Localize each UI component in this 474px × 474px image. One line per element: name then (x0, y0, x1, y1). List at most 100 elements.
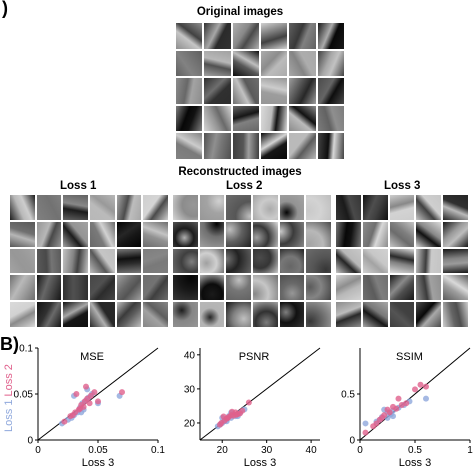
image-tile (36, 221, 62, 247)
image-tile (10, 195, 35, 220)
image-tile (289, 50, 316, 77)
chart-title: SSIM (396, 351, 423, 363)
image-tile (317, 105, 344, 132)
point-loss-2 (220, 413, 227, 420)
image-tile (317, 50, 344, 77)
point-loss-2 (218, 419, 225, 426)
image-tile (416, 195, 442, 220)
image-tile (226, 221, 251, 247)
image-tile (199, 302, 225, 327)
point-loss-1 (362, 420, 369, 427)
point-loss-2 (61, 418, 68, 425)
image-tile (336, 195, 361, 220)
image-tile (226, 195, 251, 220)
image-tile (36, 248, 62, 274)
x-tick-label: 1 (467, 445, 473, 456)
reconstructed-grid-loss-2 (173, 195, 331, 327)
image-tile (10, 221, 35, 247)
image-tile (443, 248, 468, 274)
reconstructed-grid-loss-1 (10, 195, 168, 327)
image-tile (389, 248, 415, 274)
point-loss-2 (362, 429, 369, 436)
image-tile (443, 221, 468, 247)
image-tile (252, 221, 278, 247)
loss-1-title: Loss 1 (60, 180, 97, 192)
image-tile (173, 221, 198, 247)
image-tile (261, 133, 288, 159)
image-tile (289, 23, 316, 49)
image-tile (204, 78, 231, 104)
y-tick-label: 0.1 (19, 344, 33, 355)
image-tile (143, 195, 168, 220)
y-tick-label: 0.05 (14, 390, 34, 401)
image-tile (173, 195, 198, 220)
image-tile (63, 221, 88, 247)
image-tile (199, 275, 225, 301)
image-tile (173, 275, 198, 301)
image-tile (89, 195, 115, 220)
image-tile (176, 133, 203, 159)
x-tick-label: 0.1 (151, 445, 165, 456)
point-loss-2 (95, 398, 101, 405)
image-tile (416, 302, 442, 327)
image-tile (389, 275, 415, 301)
image-tile (306, 275, 331, 301)
original-images-grid (176, 23, 344, 159)
y-tick-label: 20 (184, 418, 196, 429)
reconstructed-images-title: Reconstructed images (178, 166, 302, 178)
image-tile (116, 221, 142, 247)
point-loss-1 (423, 395, 429, 402)
image-tile (63, 248, 88, 274)
x-tick-label: 0 (357, 445, 363, 456)
image-tile (261, 23, 288, 49)
x-tick-label: 0.05 (88, 445, 108, 456)
image-tile (226, 248, 251, 274)
point-loss-2 (119, 389, 125, 396)
y-axis-label: Loss 1 Loss 2 (3, 364, 15, 432)
image-tile (336, 221, 361, 247)
image-tile (362, 195, 388, 220)
image-tile (289, 133, 316, 159)
image-tile (336, 275, 361, 301)
point-loss-2 (384, 406, 391, 413)
image-tile (443, 275, 468, 301)
image-tile (63, 275, 88, 301)
image-tile (10, 275, 35, 301)
panel-a-letter: ) (2, 0, 8, 18)
point-loss-2 (86, 400, 93, 407)
image-tile (289, 105, 316, 132)
image-tile (279, 275, 305, 301)
image-tile (416, 221, 442, 247)
x-axis-label: Loss 3 (244, 457, 276, 469)
image-tile (389, 195, 415, 220)
image-tile (204, 133, 231, 159)
image-tile (143, 275, 168, 301)
image-tile (306, 221, 331, 247)
image-tile (317, 23, 344, 49)
image-tile (116, 302, 142, 327)
image-tile (279, 221, 305, 247)
image-tile (204, 23, 231, 49)
image-tile (10, 248, 35, 274)
loss-2-title: Loss 2 (226, 180, 263, 192)
image-tile (317, 78, 344, 104)
image-tile (317, 133, 344, 159)
loss-3-title: Loss 3 (384, 180, 421, 192)
image-tile (362, 221, 388, 247)
identity-line (37, 347, 159, 441)
image-tile (226, 275, 251, 301)
y-tick-label: 0.5 (341, 390, 355, 401)
image-tile (232, 105, 259, 132)
image-tile (252, 275, 278, 301)
point-loss-2 (83, 383, 89, 390)
image-tile (279, 248, 305, 274)
image-tile (143, 248, 168, 274)
image-tile (199, 248, 225, 274)
image-tile (199, 221, 225, 247)
x-tick-label: 30 (261, 445, 273, 456)
reconstructed-grid-loss-3 (336, 195, 468, 327)
image-tile (199, 195, 225, 220)
image-tile (336, 302, 361, 327)
image-tile (416, 275, 442, 301)
